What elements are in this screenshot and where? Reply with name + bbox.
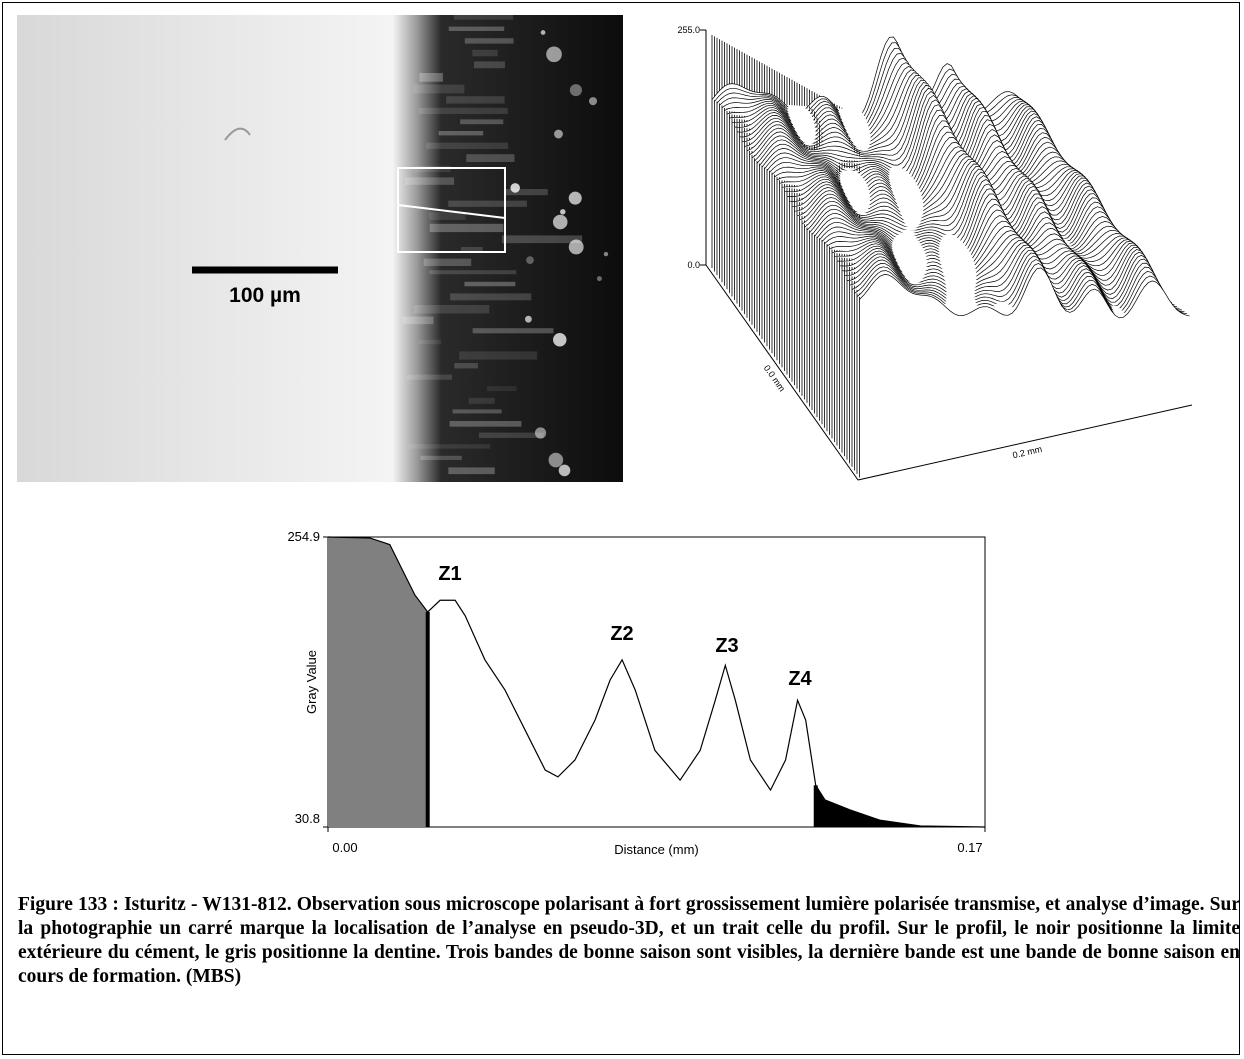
surface-y-label: 0.2 mm (1012, 444, 1043, 460)
cement-band (450, 293, 532, 301)
peak-label: Z3 (715, 635, 738, 657)
bright-spot (526, 256, 534, 264)
profile-line (327, 536, 986, 828)
bright-spot (558, 464, 571, 477)
cement-band (472, 49, 498, 57)
cement-band (418, 339, 442, 345)
cement-band (459, 351, 538, 360)
cement-band (464, 38, 514, 44)
cement-band (420, 455, 462, 460)
x-tick-label: 0.17 (957, 840, 982, 855)
bright-spot (553, 333, 567, 347)
cement-band (408, 444, 491, 449)
x-axis-label: Distance (mm) (614, 842, 699, 857)
x-tick-label: 0.00 (332, 840, 357, 855)
z-bottom-label: 0.0 (687, 260, 700, 270)
bright-spot (568, 191, 582, 205)
scratch (224, 127, 251, 141)
surface-x-label: 0.0 mm (762, 363, 787, 393)
surface-plot: 255.0 0.0 0.0 mm 0.2 mm (677, 25, 1193, 481)
cement-band (418, 107, 508, 115)
bright-spot (546, 46, 562, 63)
cement-band (413, 84, 465, 94)
bright-spot (603, 251, 609, 257)
photo: 100 µm (17, 15, 623, 482)
surface-line (859, 267, 1190, 319)
peak-label: Z2 (610, 623, 633, 645)
y-axis-label: Gray Value (304, 650, 319, 714)
analysis-box (397, 167, 506, 253)
bright-spot (540, 30, 546, 35)
base-edge (857, 404, 1193, 481)
bright-spot (548, 452, 564, 468)
cement-band (449, 421, 522, 427)
y-tick-label: 30.8 (295, 811, 320, 826)
cement-band (448, 200, 527, 207)
figure: 100 µm 255.0 0.0 0.0 mm 0.2 mm 30.8 254.9… (17, 15, 1193, 857)
photo-background (17, 15, 623, 482)
cement-band (452, 409, 502, 414)
cement-band (407, 374, 452, 380)
cement-band (423, 258, 472, 267)
bright-spot (554, 129, 563, 139)
cement-band (460, 119, 504, 125)
plot-frame (327, 536, 986, 828)
region-fill (815, 785, 985, 827)
profile-line (397, 204, 506, 219)
bright-spot (596, 276, 602, 282)
cement-band (486, 386, 517, 392)
scale-label: 100 µm (229, 284, 301, 307)
caption: Figure 133 : Isturitz - W131-812. Observ… (18, 894, 1240, 987)
bright-spot (552, 214, 568, 230)
peak-label: Z4 (788, 668, 812, 690)
cement-band (419, 73, 443, 82)
base-edge (705, 264, 859, 481)
cement-band (478, 432, 544, 438)
cement-band (429, 212, 466, 220)
cement-band (473, 61, 505, 69)
cement-band (448, 467, 495, 475)
bright-spot (560, 209, 566, 215)
bright-spot (569, 84, 582, 97)
bright-spot (588, 97, 598, 106)
peak-label: Z1 (438, 563, 461, 585)
cement-band (413, 305, 490, 314)
cement-band (453, 15, 514, 20)
photo-texture (224, 15, 609, 477)
cement-band (438, 131, 484, 136)
cement-band (448, 26, 505, 31)
cement-band (429, 223, 504, 233)
cement-band (429, 270, 517, 275)
y-tick-label: 254.9 (287, 529, 320, 544)
cement-band (460, 247, 483, 253)
bright-spot (568, 239, 584, 255)
bright-spot (510, 183, 520, 193)
region-fill (328, 537, 428, 827)
cement-band (466, 154, 515, 162)
bright-spot (534, 427, 547, 439)
cement-band (505, 189, 548, 196)
cement-band (472, 328, 554, 334)
bright-spot (524, 315, 532, 323)
cement-band (426, 142, 509, 149)
cement-band (446, 96, 505, 104)
cement-band (454, 363, 478, 369)
cement-band (402, 316, 434, 325)
cement-band (501, 235, 583, 244)
cement-band (468, 397, 495, 404)
cement-band (405, 177, 455, 185)
cement-band (464, 281, 516, 287)
profile-chart: 30.8 254.9 0.00 0.17 Distance (mm) Gray Value… (287, 529, 986, 857)
z-top-label: 255.0 (677, 25, 700, 35)
